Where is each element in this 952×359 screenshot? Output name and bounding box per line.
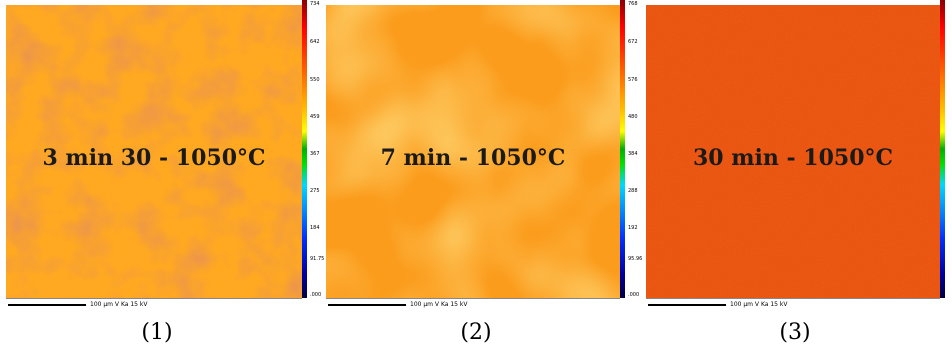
color-scale-bar-2	[620, 0, 625, 298]
color-scale-tick: 576	[628, 77, 638, 83]
color-scale-tick: 384	[628, 151, 638, 157]
scale-bar-2: 100 µm V Ka 15 kV	[326, 298, 620, 311]
color-scale-bar-1	[302, 0, 307, 298]
scale-bar-1: 100 µm V Ka 15 kV	[6, 298, 302, 311]
color-scale-bar-3	[940, 0, 945, 298]
color-scale-tick: 480	[628, 114, 638, 120]
color-scale-tick: 734	[310, 1, 320, 7]
color-scale-tick: 275	[310, 188, 320, 194]
caption-1: (1)	[141, 320, 173, 345]
panel-label-3: 30 min - 1050°C	[692, 145, 894, 171]
color-scale-tick: 184	[310, 225, 320, 231]
color-scale-tick: 642	[310, 39, 320, 45]
micrograph-image-1	[6, 5, 302, 311]
caption-3: (3)	[779, 320, 811, 345]
scale-bar-text-1: 100 µm V Ka 15 kV	[90, 301, 148, 308]
color-scale-tick: 95.96	[628, 256, 643, 262]
color-scale-tick: 367	[310, 151, 320, 157]
scale-bar-line-1	[8, 304, 86, 306]
micrograph-panel-3: 30 min - 1050°C 100 µm V Ka 15 kV	[646, 5, 940, 311]
micrograph-panel-1: 3 min 30 - 1050°C 100 µm V Ka 15 kV	[6, 5, 302, 311]
color-scale-tick: 91.75	[310, 256, 325, 262]
panel-label-1: 3 min 30 - 1050°C	[42, 145, 266, 171]
color-scale-tick: 192	[628, 225, 638, 231]
scale-bar-line-2	[328, 304, 406, 306]
micrograph-panel-2: 7 min - 1050°C 100 µm V Ka 15 kV	[326, 5, 620, 311]
micrograph-image-2	[326, 5, 620, 311]
color-scale-2: 768 672 576 480 384 288 192 95.96 .000	[620, 0, 650, 306]
panel-label-2: 7 min - 1050°C	[380, 145, 566, 171]
color-scale-tick: 672	[628, 39, 638, 45]
color-scale-tick: .000	[310, 292, 322, 298]
micrograph-image-3	[646, 5, 940, 311]
color-scale-tick: 550	[310, 77, 320, 83]
scale-bar-3: 100 µm V Ka 15 kV	[646, 298, 940, 311]
color-scale-3	[940, 0, 952, 306]
color-scale-tick: 459	[310, 114, 320, 120]
color-scale-tick: 288	[628, 188, 638, 194]
scale-bar-line-3	[648, 304, 726, 306]
color-scale-tick: 768	[628, 1, 638, 7]
color-scale-tick: .000	[628, 292, 640, 298]
scale-bar-text-2: 100 µm V Ka 15 kV	[410, 301, 468, 308]
caption-2: (2)	[460, 320, 492, 345]
scale-bar-text-3: 100 µm V Ka 15 kV	[730, 301, 788, 308]
